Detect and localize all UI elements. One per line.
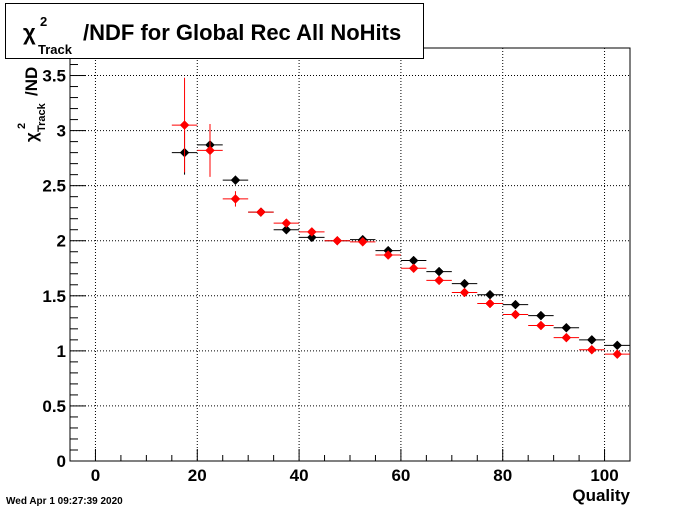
timestamp: Wed Apr 1 09:27:39 2020 (6, 496, 123, 507)
title-rest: /NDF for Global Rec All NoHits (83, 20, 401, 45)
data-point (205, 145, 215, 156)
data-point (612, 349, 623, 360)
title-box: χ 2 Track /NDF for Global Rec All NoHits (5, 3, 424, 59)
data-point (230, 175, 241, 186)
data-point (306, 227, 317, 237)
x-tick-labels: 0 20 40 60 80 100 (91, 466, 619, 485)
y-tick-label: 3 (57, 122, 66, 141)
data-point (383, 250, 394, 260)
data-point (459, 287, 470, 298)
data-point (459, 278, 470, 289)
y-axis-label-sup: 2 (16, 123, 28, 129)
plot-frame (69, 47, 631, 462)
x-tick-label: 60 (391, 466, 410, 485)
y-axis-label-rest: /ND (22, 67, 41, 96)
data-point (536, 310, 546, 321)
y-tick-label: 0.5 (42, 397, 66, 416)
data-point (510, 309, 521, 320)
title-sup: 2 (40, 14, 47, 29)
data-point (434, 266, 444, 277)
data-point (485, 289, 495, 300)
y-tick-label: 1 (57, 342, 66, 361)
data-point (510, 299, 521, 310)
data-point (408, 263, 419, 274)
data-point (179, 120, 190, 130)
series-layer (171, 77, 630, 360)
data-point (612, 340, 623, 351)
data-point (281, 224, 292, 235)
y-tick-label: 2.5 (42, 177, 66, 196)
y-tick-label: 0 (57, 452, 66, 471)
title-chi: χ (23, 20, 36, 45)
data-point (230, 194, 241, 204)
data-point (332, 235, 343, 246)
data-point (561, 332, 572, 343)
data-point (536, 320, 546, 331)
data-point (561, 322, 572, 333)
x-axis-label: Quality (572, 486, 630, 505)
chart-title: χ 2 Track /NDF for Global Rec All NoHits (23, 14, 401, 57)
y-tick-label: 3.5 (42, 67, 66, 86)
x-tick-label: 20 (188, 466, 207, 485)
y-axis-label: χ 2 Track /ND (16, 67, 48, 142)
data-point (256, 207, 266, 217)
data-point (586, 344, 597, 355)
series-1 (171, 77, 630, 360)
data-point (485, 298, 495, 309)
x-tick-label: 0 (91, 466, 100, 485)
y-tick-labels: 0 0.5 1 1.5 2 2.5 3 3.5 (42, 67, 66, 471)
data-point (281, 218, 292, 228)
axes (69, 41, 631, 462)
x-tick-label: 80 (493, 466, 512, 485)
x-tick-label: 100 (590, 466, 618, 485)
y-axis-label-sub: Track (36, 102, 48, 132)
data-point (586, 334, 597, 345)
title-sub: Track (38, 42, 73, 57)
grid-lines (70, 48, 630, 461)
y-axis-label-chi: χ (22, 132, 41, 142)
x-tick-label: 40 (290, 466, 309, 485)
data-point (357, 236, 368, 247)
data-point (306, 232, 317, 243)
data-point (434, 275, 444, 286)
y-tick-label: 1.5 (42, 287, 66, 306)
y-tick-label: 2 (57, 232, 66, 251)
